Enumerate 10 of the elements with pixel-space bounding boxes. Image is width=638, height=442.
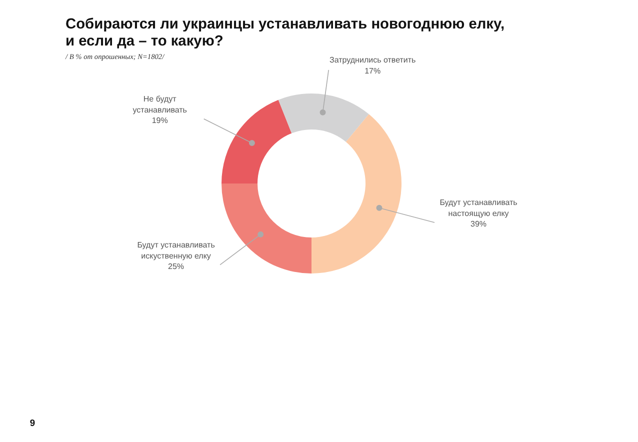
slice-label: Будут устанавливать настоящую елку	[440, 198, 518, 218]
slice-label: Не будут устанавливать	[132, 94, 187, 114]
data-label: 17%	[364, 66, 381, 76]
data-label: 25%	[168, 262, 184, 272]
chart-title: Собираются ли украинцы устанавливать новогоднюю елку, и если да – то какую?	[66, 16, 505, 50]
data-label: 19%	[152, 116, 168, 126]
text: 9	[30, 418, 36, 428]
slice-label: Будут устанавливать искуственную елку	[137, 240, 215, 260]
slice-label: Затруднились ответить	[330, 56, 416, 65]
data-label: 39%	[470, 220, 487, 229]
